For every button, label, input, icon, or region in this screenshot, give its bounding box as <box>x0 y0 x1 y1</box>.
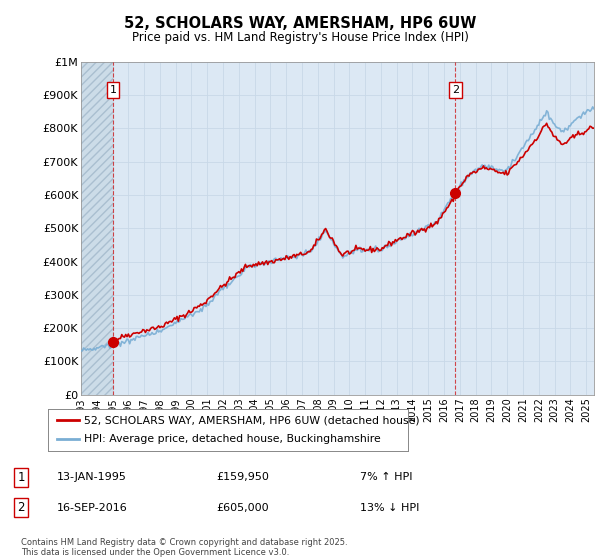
Text: 2: 2 <box>17 501 25 515</box>
Text: 7% ↑ HPI: 7% ↑ HPI <box>360 472 413 482</box>
Text: 52, SCHOLARS WAY, AMERSHAM, HP6 6UW: 52, SCHOLARS WAY, AMERSHAM, HP6 6UW <box>124 16 476 31</box>
Text: 1: 1 <box>17 470 25 484</box>
Text: £605,000: £605,000 <box>216 503 269 513</box>
Text: HPI: Average price, detached house, Buckinghamshire: HPI: Average price, detached house, Buck… <box>84 435 381 445</box>
Text: £159,950: £159,950 <box>216 472 269 482</box>
Text: 2: 2 <box>452 85 459 95</box>
Text: 52, SCHOLARS WAY, AMERSHAM, HP6 6UW (detached house): 52, SCHOLARS WAY, AMERSHAM, HP6 6UW (det… <box>84 415 419 425</box>
Text: 16-SEP-2016: 16-SEP-2016 <box>57 503 128 513</box>
Text: 13-JAN-1995: 13-JAN-1995 <box>57 472 127 482</box>
Text: Contains HM Land Registry data © Crown copyright and database right 2025.
This d: Contains HM Land Registry data © Crown c… <box>21 538 347 557</box>
Text: 1: 1 <box>110 85 117 95</box>
Text: Price paid vs. HM Land Registry's House Price Index (HPI): Price paid vs. HM Land Registry's House … <box>131 31 469 44</box>
Text: 13% ↓ HPI: 13% ↓ HPI <box>360 503 419 513</box>
